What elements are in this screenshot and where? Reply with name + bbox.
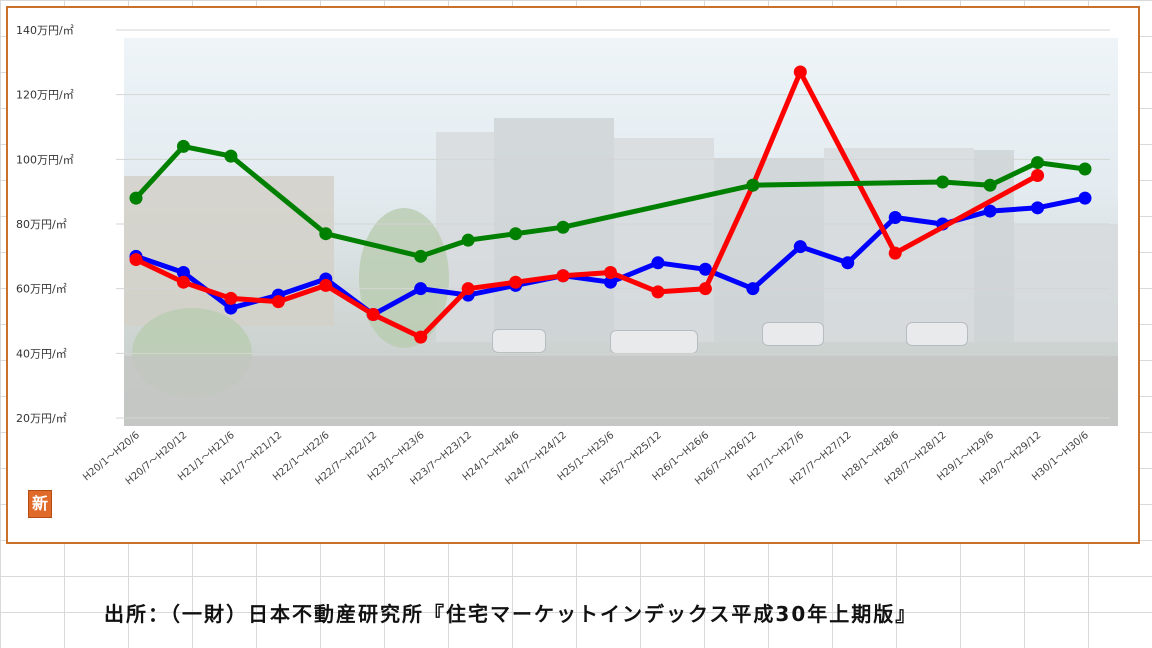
data-point [319, 278, 333, 292]
data-point [1078, 162, 1092, 176]
data-point [698, 282, 712, 296]
data-point [366, 308, 380, 322]
data-point [604, 275, 617, 289]
data-point [888, 246, 902, 260]
data-point [698, 262, 712, 276]
y-tick-label: 60万円/㎡ [16, 283, 67, 296]
road [124, 356, 1118, 426]
data-point [414, 249, 428, 263]
data-point [129, 191, 143, 205]
data-point [319, 227, 333, 241]
data-point [224, 301, 238, 315]
data-point [651, 256, 665, 270]
data-point [556, 220, 570, 234]
data-point [461, 233, 475, 247]
chart-frame[interactable]: 20万円/㎡ 40万円/㎡ 60万円/㎡ 80万円/㎡ 100万円/㎡ 120万円/㎡ 14… [6, 6, 1140, 544]
data-point [414, 282, 428, 296]
data-point [176, 266, 190, 279]
data-point [983, 178, 997, 192]
data-point [746, 282, 760, 296]
data-point [224, 291, 238, 305]
data-point [129, 253, 143, 267]
data-point [461, 282, 475, 296]
y-tick-label: 100万円/㎡ [16, 153, 74, 166]
y-tick-label: 140万円/㎡ [16, 24, 74, 37]
series-line-2 [133, 143, 1088, 259]
data-point [271, 295, 285, 309]
data-point [176, 139, 190, 153]
data-point [983, 204, 997, 218]
data-point [1031, 169, 1045, 182]
source-caption: 出所：（一財）日本不動産研究所『住宅マーケットインデックス平成30年上期版』 [104, 602, 918, 626]
data-point [176, 275, 190, 289]
data-point [414, 330, 428, 344]
data-point [556, 269, 570, 283]
data-point [793, 65, 807, 79]
y-tick-label: 20万円/㎡ [16, 412, 67, 425]
line-chart: 20万円/㎡ 40万円/㎡ 60万円/㎡ 80万円/㎡ 100万円/㎡ 120万円/㎡ 14… [16, 24, 1110, 487]
data-point [793, 240, 807, 254]
data-point [841, 256, 855, 270]
data-point [888, 211, 902, 225]
data-point [509, 227, 523, 241]
y-tick-label: 80万円/㎡ [16, 218, 67, 231]
background-photo [124, 38, 1118, 426]
data-point [746, 178, 760, 192]
data-point [1078, 191, 1092, 205]
y-tick-label: 120万円/㎡ [16, 89, 74, 102]
data-point [936, 175, 950, 189]
data-point [1031, 201, 1045, 215]
data-point [604, 266, 617, 279]
y-tick-label: 40万円/㎡ [16, 347, 67, 360]
shin-icon: 新 [28, 490, 52, 518]
data-point [651, 285, 665, 299]
data-point [224, 149, 238, 163]
data-point [1031, 156, 1045, 170]
data-point [509, 275, 523, 289]
